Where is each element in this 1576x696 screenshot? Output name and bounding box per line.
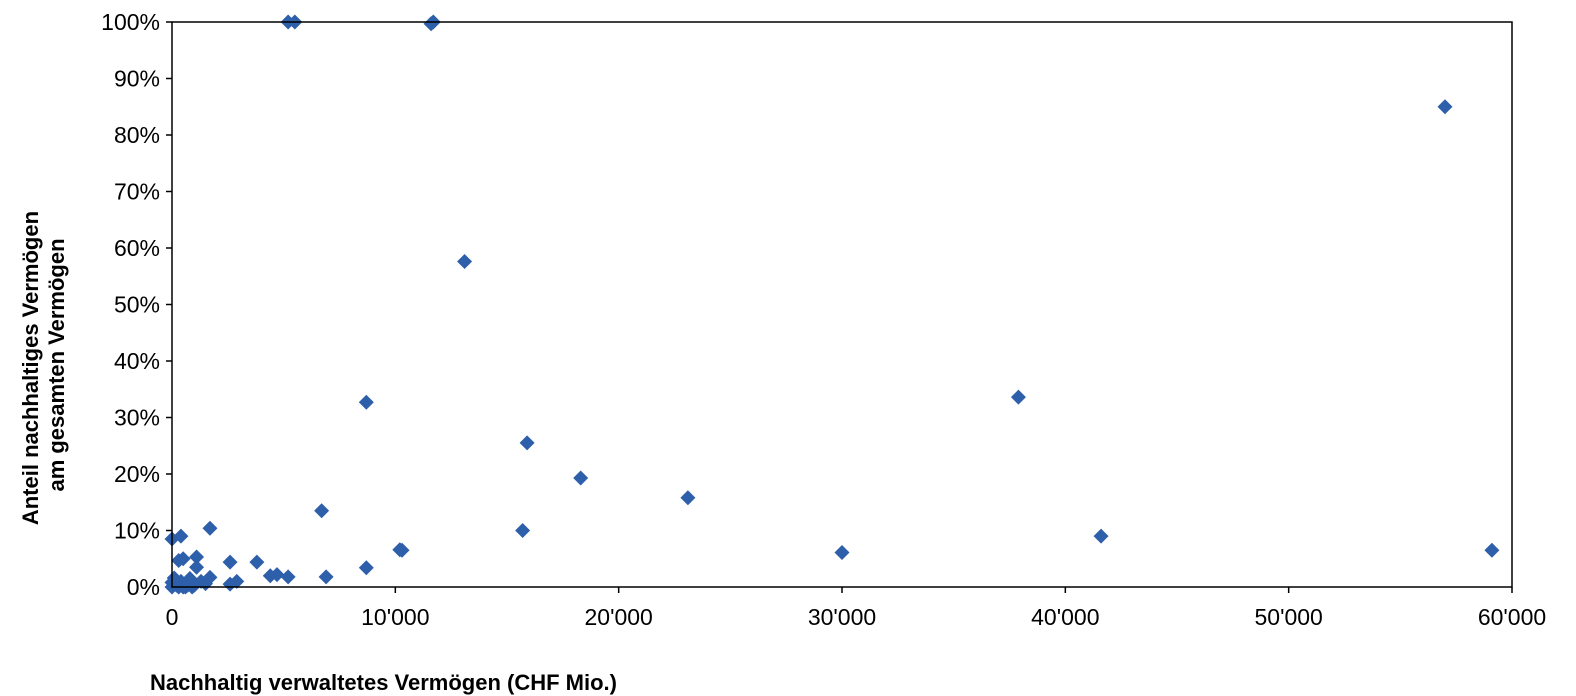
data-point [269, 567, 285, 583]
x-tick-label: 20'000 [584, 604, 652, 630]
x-tick-label: 40'000 [1031, 604, 1099, 630]
y-tick-label: 40% [114, 348, 160, 374]
y-axis-title-line-1: Anteil nachhaltiges Vermögen [18, 211, 43, 525]
y-tick-label: 80% [114, 122, 160, 148]
y-tick-label: 20% [114, 461, 160, 487]
x-tick-label: 10'000 [361, 604, 429, 630]
data-point [1484, 542, 1500, 558]
data-point [202, 520, 218, 536]
data-point [314, 503, 330, 519]
data-point [358, 560, 374, 576]
data-point [318, 569, 334, 585]
x-tick-label: 50'000 [1254, 604, 1322, 630]
x-tick-label: 0 [166, 604, 179, 630]
data-point [515, 523, 531, 538]
data-point [358, 394, 374, 410]
y-axis-title: Anteil nachhaltiges Vermögen am gesamten… [18, 205, 69, 525]
data-point [573, 470, 589, 486]
data-point [394, 542, 410, 558]
y-tick-label: 70% [114, 179, 160, 205]
data-point [171, 552, 187, 568]
x-axis-ticks: 0 10'000 20'000 30'000 40'000 50'000 60'000 [166, 587, 1546, 630]
data-point [249, 554, 265, 570]
data-point [280, 569, 296, 585]
x-axis-title: Nachhaltig verwaltetes Vermögen (CHF Mio… [150, 670, 617, 695]
data-point [834, 545, 850, 561]
x-tick-label: 30'000 [808, 604, 876, 630]
y-axis-title-line-2: am gesamten Vermögen [44, 238, 69, 491]
data-point [1437, 99, 1453, 115]
y-tick-label: 10% [114, 518, 160, 544]
x-tick-label: 60'000 [1478, 604, 1546, 630]
data-point [189, 549, 205, 565]
data-point [189, 559, 205, 575]
y-tick-label: 90% [114, 66, 160, 92]
data-point [457, 254, 473, 270]
y-axis-ticks: 0% 10% 20% 30% 40% 50% 60% 70% 80% 90% 100% [101, 9, 172, 600]
data-point [222, 554, 238, 570]
y-tick-label: 50% [114, 292, 160, 318]
data-point [1093, 528, 1109, 544]
y-tick-label: 60% [114, 235, 160, 261]
plot-area-frame [171, 21, 1513, 588]
y-tick-label: 30% [114, 405, 160, 431]
y-tick-label: 100% [101, 9, 160, 35]
data-point [680, 490, 696, 506]
y-tick-label: 0% [127, 574, 160, 600]
data-point [222, 576, 238, 592]
data-point [1010, 389, 1026, 405]
data-point [519, 435, 535, 451]
data-points [164, 14, 1500, 595]
